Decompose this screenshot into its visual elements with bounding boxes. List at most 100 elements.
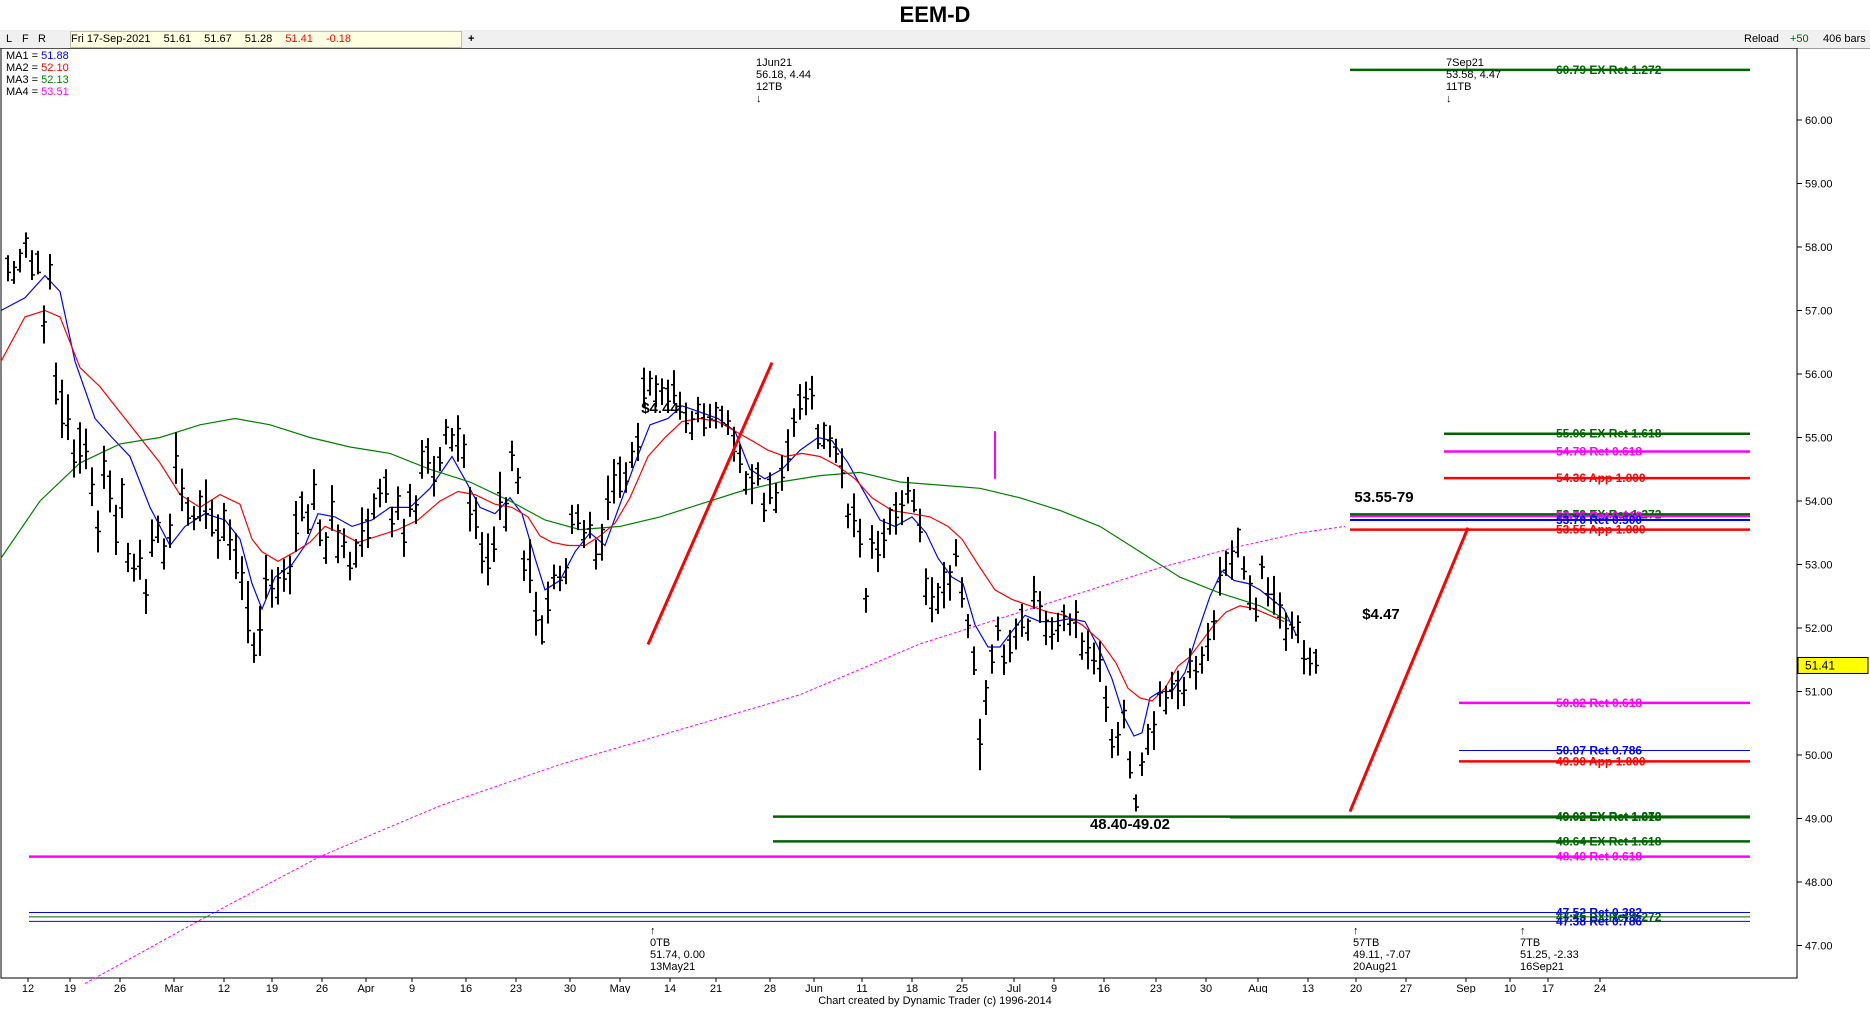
ohlc-bar	[1025, 618, 1031, 641]
ohlc-bar	[611, 459, 617, 504]
ohlc-bar	[599, 523, 605, 561]
bottom-annotation-3: 7TB	[1520, 937, 1540, 949]
ohlc-bar	[59, 379, 65, 439]
ohlc-bar	[1055, 612, 1061, 642]
f-button[interactable]: F	[22, 33, 29, 45]
bottom-annotation-1: 0TB	[650, 937, 670, 949]
ohlc-bar	[209, 499, 215, 537]
ohlc-bar	[293, 501, 299, 552]
ohlc-bar	[1097, 641, 1103, 682]
ohlc-bar	[935, 582, 941, 615]
x-tick-label: 13	[1302, 983, 1314, 993]
x-tick-label: 17	[1542, 983, 1554, 993]
ohlc-bar	[785, 429, 791, 472]
y-tick-label: 50.00	[1805, 750, 1833, 762]
y-tick-label: 54.00	[1805, 496, 1833, 508]
ohlc-bar	[377, 478, 383, 508]
bottom-annotation-2: ↑	[1353, 925, 1359, 937]
ohlc-bar	[701, 403, 707, 437]
ohlc-bar	[353, 539, 359, 568]
ohlc-bar	[77, 422, 83, 474]
price-level-label: 55.06 EX Ret 1.618	[1556, 427, 1662, 441]
ohlc-bar	[995, 616, 1001, 641]
toolbar: L F R Fri 17-Sep-2021 51.61 51.67 51.28 …	[0, 30, 1870, 49]
ohlc-bar	[41, 305, 47, 344]
ohlc-bar	[593, 539, 599, 570]
price-level-label: 48.40 Ret 0.618	[1556, 850, 1642, 864]
ohlc-bar	[629, 441, 635, 468]
ohlc-bar	[1229, 540, 1235, 580]
l-button[interactable]: L	[6, 33, 13, 45]
plot-frame	[0, 48, 1798, 979]
ohlc-bar	[689, 410, 695, 441]
ohlc-bar	[245, 581, 251, 644]
x-tick-label: 16	[1098, 983, 1110, 993]
ohlc-bar	[641, 367, 647, 408]
ohlc-bar	[755, 462, 761, 486]
ohlc-bar	[1151, 711, 1157, 750]
ohlc-bar	[1175, 670, 1181, 710]
ohlc-bar	[275, 567, 281, 605]
swing-line	[646, 361, 774, 646]
ohlc-bar	[713, 401, 719, 429]
ohlc-bar	[1037, 591, 1043, 623]
ohlc-bar	[875, 530, 881, 573]
reload-button[interactable]: Reload	[1744, 33, 1779, 45]
ohlc-bar	[221, 502, 227, 542]
ohlc-bar	[587, 511, 593, 539]
y-tick-label: 49.00	[1805, 814, 1833, 826]
x-tick-label: 27	[1400, 983, 1412, 993]
zone-low-label: 48.40-49.02	[1090, 816, 1170, 833]
ohlc-bar	[311, 469, 317, 510]
ohlc-bar	[47, 253, 53, 290]
x-tick-label: 25	[956, 983, 968, 993]
x-tick-label: Jun	[805, 983, 823, 993]
ohlc-bar	[725, 410, 731, 435]
ohlc-bar	[827, 425, 833, 458]
ohlc-bar	[845, 503, 851, 529]
ohlc-bar	[173, 432, 179, 484]
ohlc-bar	[539, 615, 545, 645]
ohlc-bar	[329, 485, 335, 531]
ohlc-bar	[1313, 648, 1319, 674]
y-tick-label: 60.00	[1805, 115, 1833, 127]
ohlc-bar	[215, 514, 221, 559]
ohlc-bar	[83, 428, 89, 470]
ohlc-bar	[389, 506, 395, 538]
ohlc-bar	[257, 605, 263, 656]
ohlc-bar	[395, 486, 401, 521]
ohlc-bar	[185, 497, 191, 526]
x-tick-label: May	[610, 983, 631, 993]
ma3-legend: MA3 = 52.13	[6, 74, 69, 86]
swing-label-2: $4.47	[1362, 606, 1400, 623]
swing-line	[1348, 527, 1470, 813]
ma4-legend: MA4 = 53.51	[6, 86, 69, 98]
ohlc-bar	[1103, 685, 1109, 722]
plus-button[interactable]: +	[468, 33, 475, 45]
ohlc-bar	[71, 439, 77, 478]
ohlc-bar	[413, 495, 419, 524]
readout-close: 51.41	[285, 33, 313, 45]
r-button[interactable]: R	[38, 33, 46, 45]
y-tick-label: 56.00	[1805, 369, 1833, 381]
price-level-label: 49.90 App 1.000	[1556, 754, 1646, 768]
ohlc-bar	[1043, 610, 1049, 646]
price-level-label: 47.45 EX Ret 1.272	[1556, 910, 1662, 924]
ohlc-bar	[791, 408, 797, 437]
ohlc-bar	[305, 504, 311, 535]
ohlc-bar	[1223, 550, 1229, 576]
ohlc-bar	[263, 554, 269, 599]
ohlc-bar	[299, 491, 305, 522]
ohlc-bar	[125, 542, 131, 573]
top-annotation-1: 56.18, 4.44	[756, 69, 811, 81]
price-level-label: 54.78 Ret 0.618	[1556, 444, 1642, 458]
ohlc-bar	[101, 445, 107, 489]
ohlc-bar	[803, 381, 809, 416]
x-tick-label: Sep	[1456, 983, 1476, 993]
ohlc-bar	[695, 396, 701, 423]
x-tick-label: 23	[510, 983, 522, 993]
ohlc-bar	[137, 539, 143, 580]
ohlc-bar	[419, 440, 425, 479]
ohlc-bar	[929, 577, 935, 623]
price-chart[interactable]: 47.00 48.00 49.00 50.00 51.00 52.00 53.00 54.00…	[0, 48, 1870, 993]
